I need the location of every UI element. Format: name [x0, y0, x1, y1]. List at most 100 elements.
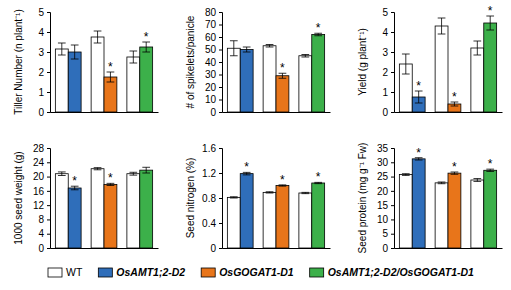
- y-tick-mark: [219, 87, 222, 88]
- y-tick-label: 0: [382, 107, 388, 118]
- y-axis-line: [47, 149, 51, 249]
- y-tick-mark: [47, 32, 50, 33]
- bar: [435, 26, 448, 112]
- y-tick-label: 0: [210, 107, 216, 118]
- y-tick: 4: [38, 27, 50, 38]
- y-tick-label: 1: [38, 87, 44, 98]
- bar: [263, 46, 276, 112]
- y-tick-mark: [391, 32, 394, 33]
- y-tick: 60: [205, 32, 222, 43]
- y-tick: 35: [377, 143, 394, 154]
- y-tick: 3: [38, 47, 50, 58]
- error-stem: [146, 167, 147, 173]
- y-tick-label: 24: [33, 157, 45, 168]
- y-axis-title: Yield (g plant⁻¹): [357, 28, 368, 96]
- x-axis-line: [51, 248, 159, 249]
- y-tick: 2: [38, 67, 50, 78]
- y-axis-title: Tiller Number (n plant⁻¹): [13, 9, 24, 114]
- bar: [312, 35, 325, 113]
- error-bar: [129, 51, 137, 63]
- bar: [484, 23, 497, 112]
- legend-swatch: [201, 268, 215, 277]
- y-axis-line: [391, 13, 395, 113]
- error-cap: [94, 169, 102, 170]
- y-axis-line: [47, 13, 51, 113]
- y-tick-mark: [219, 75, 222, 76]
- significance-label: *: [280, 61, 285, 75]
- error-cap: [266, 44, 274, 45]
- y-tick-label: 3: [382, 47, 388, 58]
- significance-label: *: [280, 173, 285, 187]
- bars: [399, 158, 496, 248]
- error-cap: [58, 43, 66, 44]
- panel: **04812162024281000 seed weight (g): [13, 143, 159, 254]
- legend: WTOsAMT1;2-D2OsGOGAT1-D1OsAMT1;2-D2/OsGO…: [48, 266, 474, 278]
- bar: [276, 186, 289, 249]
- y-tick-label: 70: [205, 19, 217, 30]
- error-cap: [142, 167, 150, 168]
- y-axis-title: 1000 seed weight (g): [13, 151, 24, 244]
- y-tick-label: 28: [33, 143, 45, 154]
- y-tick-mark: [219, 148, 222, 149]
- error-bar: [230, 41, 238, 56]
- y-tick: 24: [33, 157, 50, 168]
- y-tick: 10: [377, 214, 394, 225]
- y-tick: 20: [377, 186, 394, 197]
- error-cap: [473, 41, 481, 42]
- legend-item: WT: [48, 266, 83, 278]
- bar: [435, 183, 448, 248]
- bars: [55, 31, 152, 112]
- bar: [471, 48, 484, 112]
- y-tick: 0.4: [202, 218, 222, 229]
- error-cap: [473, 178, 481, 179]
- significance-label: *: [452, 90, 457, 104]
- y-tick-label: 20: [33, 171, 45, 182]
- error-cap: [438, 34, 446, 35]
- error-cap: [266, 193, 274, 194]
- y-tick: 1: [382, 87, 394, 98]
- y-tick: 80: [205, 7, 222, 18]
- bar: [55, 49, 68, 112]
- legend-swatch: [98, 268, 112, 277]
- y-tick-label: 4: [38, 27, 44, 38]
- y-tick-label: 0: [38, 243, 44, 254]
- legend-item: OsAMT1;2-D2/OsGOGAT1-D1: [310, 266, 474, 278]
- error-cap: [402, 54, 410, 55]
- y-tick-mark: [391, 248, 394, 249]
- y-tick: 16: [33, 186, 50, 197]
- error-cap: [94, 31, 102, 32]
- y-tick-mark: [47, 52, 50, 53]
- bar: [140, 47, 153, 112]
- figure: **012345Tiller Number (n plant⁻¹)**01020…: [0, 0, 511, 290]
- y-tick: 4: [382, 27, 394, 38]
- x-axis: [51, 248, 159, 249]
- error-cap: [415, 103, 423, 104]
- bar: [127, 57, 140, 112]
- y-tick-mark: [391, 205, 394, 206]
- y-tick: 40: [205, 57, 222, 68]
- y-tick: 28: [33, 143, 50, 154]
- y-tick: 0: [38, 243, 50, 254]
- y-tick: 0: [210, 243, 222, 254]
- bar: [68, 52, 81, 112]
- y-tick-mark: [391, 52, 394, 53]
- error-cap: [71, 189, 79, 190]
- error-cap: [438, 18, 446, 19]
- y-tick-label: 4: [38, 228, 44, 239]
- y-tick: 1: [38, 87, 50, 98]
- y-tick: 30: [205, 69, 222, 80]
- x-axis: [395, 112, 503, 113]
- y-tick-mark: [219, 248, 222, 249]
- error-cap: [230, 40, 238, 41]
- y-tick-mark: [47, 112, 50, 113]
- significance-label: *: [416, 79, 421, 93]
- bar: [55, 174, 68, 248]
- bars: [227, 172, 324, 248]
- y-tick-mark: [391, 92, 394, 93]
- legend-label: OsAMT1;2-D2/OsGOGAT1-D1: [328, 266, 474, 278]
- error-cap: [58, 55, 66, 56]
- y-tick: 2: [382, 67, 394, 78]
- y-axis: 012345: [38, 7, 50, 118]
- y-tick-label: 0: [38, 107, 44, 118]
- y-tick-label: 0.4: [202, 218, 216, 229]
